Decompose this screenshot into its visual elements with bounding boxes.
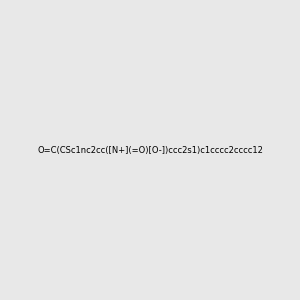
Text: O=C(CSc1nc2cc([N+](=O)[O-])ccc2s1)c1cccc2cccc12: O=C(CSc1nc2cc([N+](=O)[O-])ccc2s1)c1cccc… (37, 146, 263, 154)
